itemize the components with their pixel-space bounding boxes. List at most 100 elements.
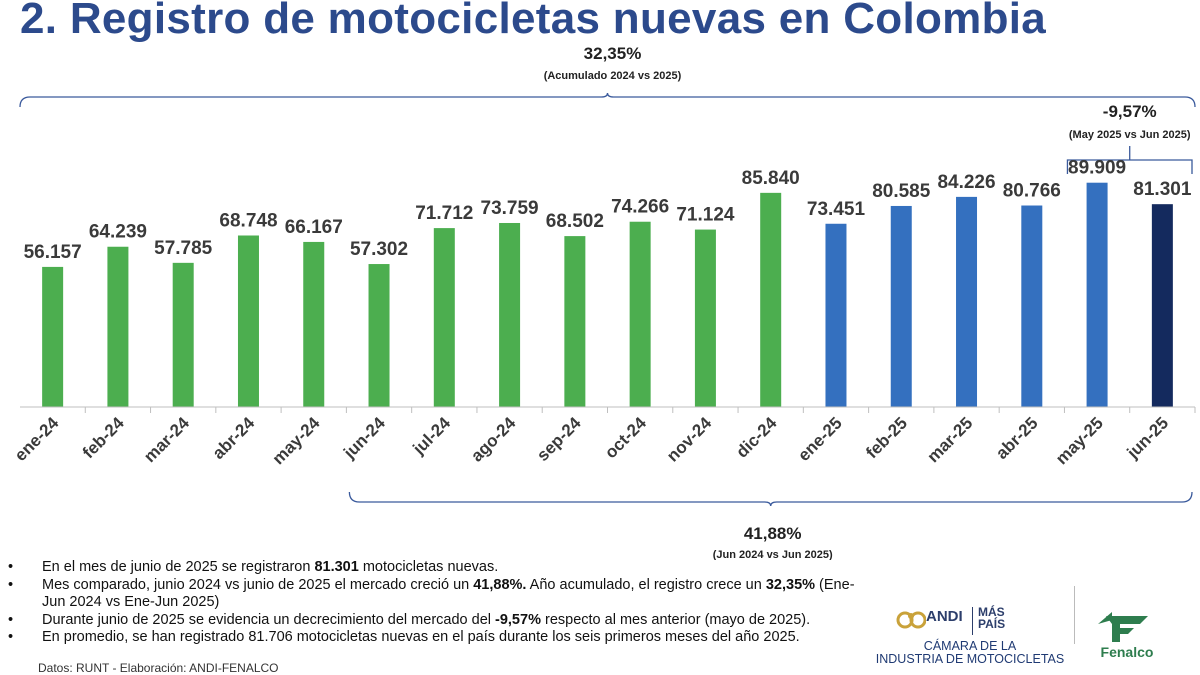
fenalco-emblem-icon: [1098, 612, 1148, 642]
value-label-may-25: 89.909: [1068, 158, 1126, 179]
annotation-acumulado-value: 32,35%: [584, 44, 642, 63]
andi-caption: CÁMARA DE LA INDUSTRIA DE MOTOCICLETAS: [870, 640, 1070, 666]
bar-ene-24: [42, 266, 64, 407]
value-label-ene-24: 56.157: [24, 242, 82, 263]
bar-feb-24: [107, 246, 129, 407]
bullet-text: Mes comparado, junio 2024 vs junio de 20…: [42, 576, 474, 593]
annotation-anual-caption: (Jun 2024 vs Jun 2025): [713, 549, 833, 560]
bullet-item: • Mes comparado, junio 2024 vs junio de 2…: [8, 577, 868, 612]
bar-nov-24: [694, 229, 716, 407]
value-label-sep-24: 68.502: [546, 211, 604, 232]
bullet-marker: •: [8, 611, 14, 628]
value-label-mar-25: 84.226: [937, 172, 995, 193]
bar-ene-25: [825, 223, 847, 407]
andi-caption-line-2: INDUSTRIA DE MOTOCICLETAS: [875, 652, 1065, 666]
x-tick-label-ago-24: ago-24: [467, 413, 520, 466]
andi-camara-logo: ANDI MÁS PAÍS CÁMARA DE LA INDUSTRIA DE …: [870, 604, 1070, 668]
x-tick-label-dic-24: dic-24: [732, 413, 781, 462]
value-label-ene-25: 73.451: [807, 199, 866, 220]
value-label-dic-24: 85.840: [742, 168, 800, 189]
x-tick-label-ene-25: ene-25: [794, 413, 846, 465]
bar-jun-25: [1151, 204, 1173, 407]
bullet-text: respecto al mes anterior (mayo de 2025).: [540, 611, 811, 628]
x-tick-label-jun-24: jun-24: [339, 413, 389, 463]
value-label-abr-25: 80.766: [1003, 181, 1061, 202]
bar-feb-25: [890, 205, 912, 407]
bullet-highlight: 41,88%.: [473, 576, 527, 593]
bar-sep-24: [564, 236, 586, 407]
value-label-may-24: 66.167: [285, 217, 343, 238]
x-tick-label-may-25: may-25: [1052, 413, 1107, 468]
x-tick-label-may-24: may-24: [269, 413, 324, 468]
value-label-feb-24: 64.239: [89, 222, 147, 243]
value-label-feb-25: 80.585: [872, 181, 931, 202]
x-tick-label-abr-25: abr-25: [992, 413, 1042, 463]
bar-chart: 32,35% (Acumulado 2024 vs 2025) -9,57% (May…: [11, 44, 1196, 560]
x-tick-label-jun-25: jun-25: [1123, 413, 1173, 463]
x-tick-label-sep-24: sep-24: [533, 413, 585, 465]
x-tick-label-oct-24: oct-24: [601, 413, 650, 462]
bar-jun-24: [368, 264, 390, 407]
bullet-item: • Durante junio de 2025 se evidencia un d…: [8, 612, 868, 630]
bullet-marker: •: [8, 576, 14, 593]
page-title: 2. Registro de motocicletas nuevas en Co…: [20, 0, 1047, 43]
fenalco-logo: Fenalco: [1090, 608, 1190, 668]
value-label-jun-25: 81.301: [1133, 179, 1192, 200]
bullet-text: Durante junio de 2025 se evidencia un de…: [42, 611, 496, 628]
x-tick-label-nov-24: nov-24: [663, 413, 716, 466]
x-tick-label-abr-24: abr-24: [209, 413, 259, 463]
andi-wordmark: ANDI: [926, 608, 963, 625]
bullet-text: (Ene-Jun 2024 vs Ene-Jun 2025): [42, 576, 855, 611]
bullet-item: • En el mes de junio de 2025 se registrar…: [8, 559, 868, 577]
x-tick-label-jul-24: jul-24: [409, 413, 455, 459]
fenalco-wordmark: Fenalco: [1100, 644, 1154, 660]
bar-mar-24: [172, 262, 194, 407]
bullet-text: En promedio, se han registrado 81.706 mo…: [42, 629, 800, 645]
value-label-jul-24: 71.712: [415, 203, 473, 224]
bar-ago-24: [499, 222, 521, 407]
annotation-anual-value: 41,88%: [744, 524, 802, 543]
value-label-nov-24: 71.124: [676, 205, 735, 226]
bracket-anual: [348, 491, 1193, 507]
bullet-marker: •: [8, 559, 14, 575]
bullet-highlight: 32,35%: [765, 576, 816, 593]
bullet-highlight: -9,57%: [495, 611, 541, 628]
logo-divider: [1074, 586, 1075, 644]
value-label-abr-24: 68.748: [219, 210, 277, 231]
bar-mar-25: [956, 196, 978, 407]
bar-abr-24: [237, 235, 259, 407]
andi-caption-line-1: CÁMARA DE LA: [923, 639, 1017, 653]
source-note: Datos: RUNT - Elaboración: ANDI-FENALCO: [38, 661, 279, 675]
bracket-mensual: [1066, 146, 1193, 174]
annotation-mensual-caption: (May 2025 vs Jun 2025): [1069, 129, 1191, 141]
value-label-jun-24: 57.302: [350, 239, 408, 260]
x-axis: ene-24 feb-24 mar-24 abr-24 may-24 jun-24 jul-…: [11, 406, 1196, 468]
bullet-highlight: 81.301: [314, 559, 359, 575]
andi-emblem-icon: [896, 611, 926, 629]
bar-series: 56.157 64.239 57.785 68.748 66.167 57.302 71.7…: [24, 158, 1192, 407]
bullet-text: motocicletas nuevas.: [358, 559, 499, 575]
bracket-acumulado: [19, 92, 1196, 108]
bullet-item: • En promedio, se han registrado 81.706 m…: [8, 629, 868, 647]
bar-may-25: [1086, 182, 1108, 407]
x-tick-label-feb-25: feb-25: [862, 413, 911, 462]
x-tick-label-mar-25: mar-25: [923, 413, 976, 466]
comparison-brackets: 32,35% (Acumulado 2024 vs 2025) -9,57% (May…: [19, 44, 1196, 560]
x-tick-label-ene-24: ene-24: [11, 413, 63, 465]
bullet-text: En el mes de junio de 2025 se registraro…: [42, 559, 315, 575]
x-tick-label-feb-24: feb-24: [79, 413, 128, 462]
bar-jul-24: [433, 228, 455, 407]
value-label-oct-24: 74.266: [611, 197, 669, 218]
bar-oct-24: [629, 221, 651, 407]
x-tick-label-mar-24: mar-24: [140, 413, 193, 466]
bullet-marker: •: [8, 629, 14, 645]
summary-bullets: • En el mes de junio de 2025 se registrar…: [8, 559, 868, 647]
annotation-acumulado-caption: (Acumulado 2024 vs 2025): [544, 70, 682, 82]
bar-dic-24: [760, 192, 782, 407]
value-label-mar-24: 57.785: [154, 238, 213, 259]
bar-abr-25: [1021, 205, 1043, 407]
bar-may-24: [303, 241, 325, 407]
bullet-text: Año acumulado, el registro crece un: [526, 576, 766, 593]
annotation-mensual-value: -9,57%: [1103, 102, 1157, 121]
mas-pais-wordmark: MÁS PAÍS: [978, 605, 1006, 631]
